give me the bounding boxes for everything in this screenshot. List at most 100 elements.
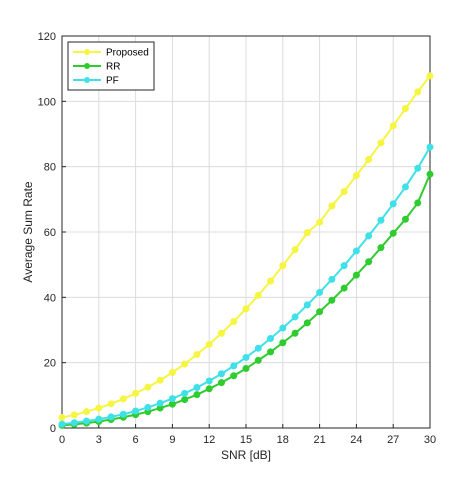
x-tick-label: 6 <box>133 434 139 446</box>
data-point-rr <box>352 271 360 279</box>
y-tick-label: 100 <box>38 96 56 108</box>
data-point-proposed <box>377 139 385 147</box>
data-point-proposed <box>132 389 140 397</box>
data-point-proposed <box>279 262 287 270</box>
y-axis-label: Average Sum Rate <box>21 181 35 282</box>
y-tick-label: 120 <box>38 31 56 43</box>
data-point-pf <box>70 419 78 427</box>
data-point-rr <box>316 308 324 316</box>
data-point-proposed <box>83 408 91 416</box>
data-point-rr <box>291 329 299 337</box>
data-point-pf <box>132 407 140 415</box>
data-point-rr <box>230 372 238 380</box>
data-point-proposed <box>352 171 360 179</box>
data-point-rr <box>365 258 373 266</box>
data-point-pf <box>168 395 176 403</box>
data-point-rr <box>426 170 434 178</box>
data-point-pf <box>365 232 373 240</box>
data-point-rr <box>279 339 287 347</box>
data-point-proposed <box>401 105 409 113</box>
data-point-pf <box>156 399 164 407</box>
legend: Proposed RR PF <box>67 41 155 91</box>
legend-label-rr: RR <box>106 62 120 73</box>
data-point-proposed <box>144 383 152 391</box>
y-tick-label: 60 <box>44 227 56 239</box>
x-tick-label: 27 <box>387 434 399 446</box>
data-point-proposed <box>58 414 66 422</box>
data-point-rr <box>181 396 189 404</box>
data-point-pf <box>389 200 397 208</box>
data-point-rr <box>340 284 348 292</box>
data-point-rr <box>217 379 225 387</box>
data-point-proposed <box>217 329 225 337</box>
data-point-pf <box>58 420 66 428</box>
data-point-rr <box>205 385 213 393</box>
data-point-proposed <box>119 395 127 403</box>
x-tick-label: 3 <box>96 434 102 446</box>
data-point-proposed <box>426 72 434 80</box>
data-point-pf <box>119 410 127 418</box>
y-tick-label: 20 <box>44 358 56 370</box>
axis-ticks: 0 3 6 9 12 15 18 21 24 27 30 0 20 40 60 80 100 120 <box>38 31 436 446</box>
data-point-rr <box>401 215 409 223</box>
data-point-pf <box>303 301 311 309</box>
y-tick-label: 40 <box>44 292 56 304</box>
data-point-pf <box>107 413 115 421</box>
data-point-proposed <box>181 360 189 368</box>
data-point-pf <box>83 417 91 425</box>
data-point-proposed <box>328 202 336 210</box>
data-point-pf <box>205 377 213 385</box>
data-point-pf <box>426 143 434 151</box>
data-point-proposed <box>107 400 115 408</box>
x-tick-label: 0 <box>59 434 65 446</box>
x-tick-label: 9 <box>169 434 175 446</box>
data-point-rr <box>389 229 397 237</box>
data-point-pf <box>279 324 287 332</box>
series-layer <box>58 72 434 429</box>
data-point-proposed <box>340 187 348 195</box>
data-point-pf <box>340 262 348 270</box>
y-tick-label: 80 <box>44 162 56 174</box>
data-point-pf <box>181 389 189 397</box>
data-point-pf <box>193 383 201 391</box>
data-point-pf <box>230 362 238 370</box>
data-point-pf <box>414 164 422 172</box>
x-axis-label: SNR [dB] <box>221 448 271 462</box>
legend-marker-pf <box>84 77 90 83</box>
x-tick-label: 21 <box>313 434 325 446</box>
data-point-rr <box>303 319 311 327</box>
data-point-pf <box>401 183 409 191</box>
data-point-rr <box>377 244 385 252</box>
data-point-pf <box>254 344 262 352</box>
data-point-proposed <box>414 88 422 96</box>
data-point-pf <box>267 334 275 342</box>
data-point-rr <box>242 365 250 373</box>
data-point-proposed <box>70 411 78 419</box>
data-point-pf <box>144 403 152 411</box>
data-point-pf <box>95 415 103 423</box>
x-tick-label: 18 <box>277 434 289 446</box>
legend-label-proposed: Proposed <box>106 48 149 59</box>
x-tick-label: 30 <box>424 434 436 446</box>
data-point-proposed <box>303 229 311 237</box>
data-point-pf <box>316 288 324 296</box>
data-point-proposed <box>254 291 262 299</box>
legend-marker-proposed <box>84 49 90 55</box>
legend-label-pf: PF <box>106 76 119 87</box>
data-point-proposed <box>230 318 238 326</box>
data-point-proposed <box>193 351 201 358</box>
data-point-rr <box>267 348 275 356</box>
data-point-proposed <box>168 368 176 376</box>
data-point-proposed <box>389 122 397 130</box>
data-point-proposed <box>291 246 299 254</box>
legend-marker-rr <box>84 63 90 69</box>
data-point-proposed <box>365 155 373 163</box>
data-point-pf <box>242 353 250 361</box>
x-tick-label: 24 <box>350 434 362 446</box>
data-point-proposed <box>156 376 164 384</box>
y-tick-label: 0 <box>50 423 56 435</box>
data-point-rr <box>254 356 262 364</box>
x-tick-label: 15 <box>240 434 252 446</box>
x-tick-label: 12 <box>203 434 215 446</box>
